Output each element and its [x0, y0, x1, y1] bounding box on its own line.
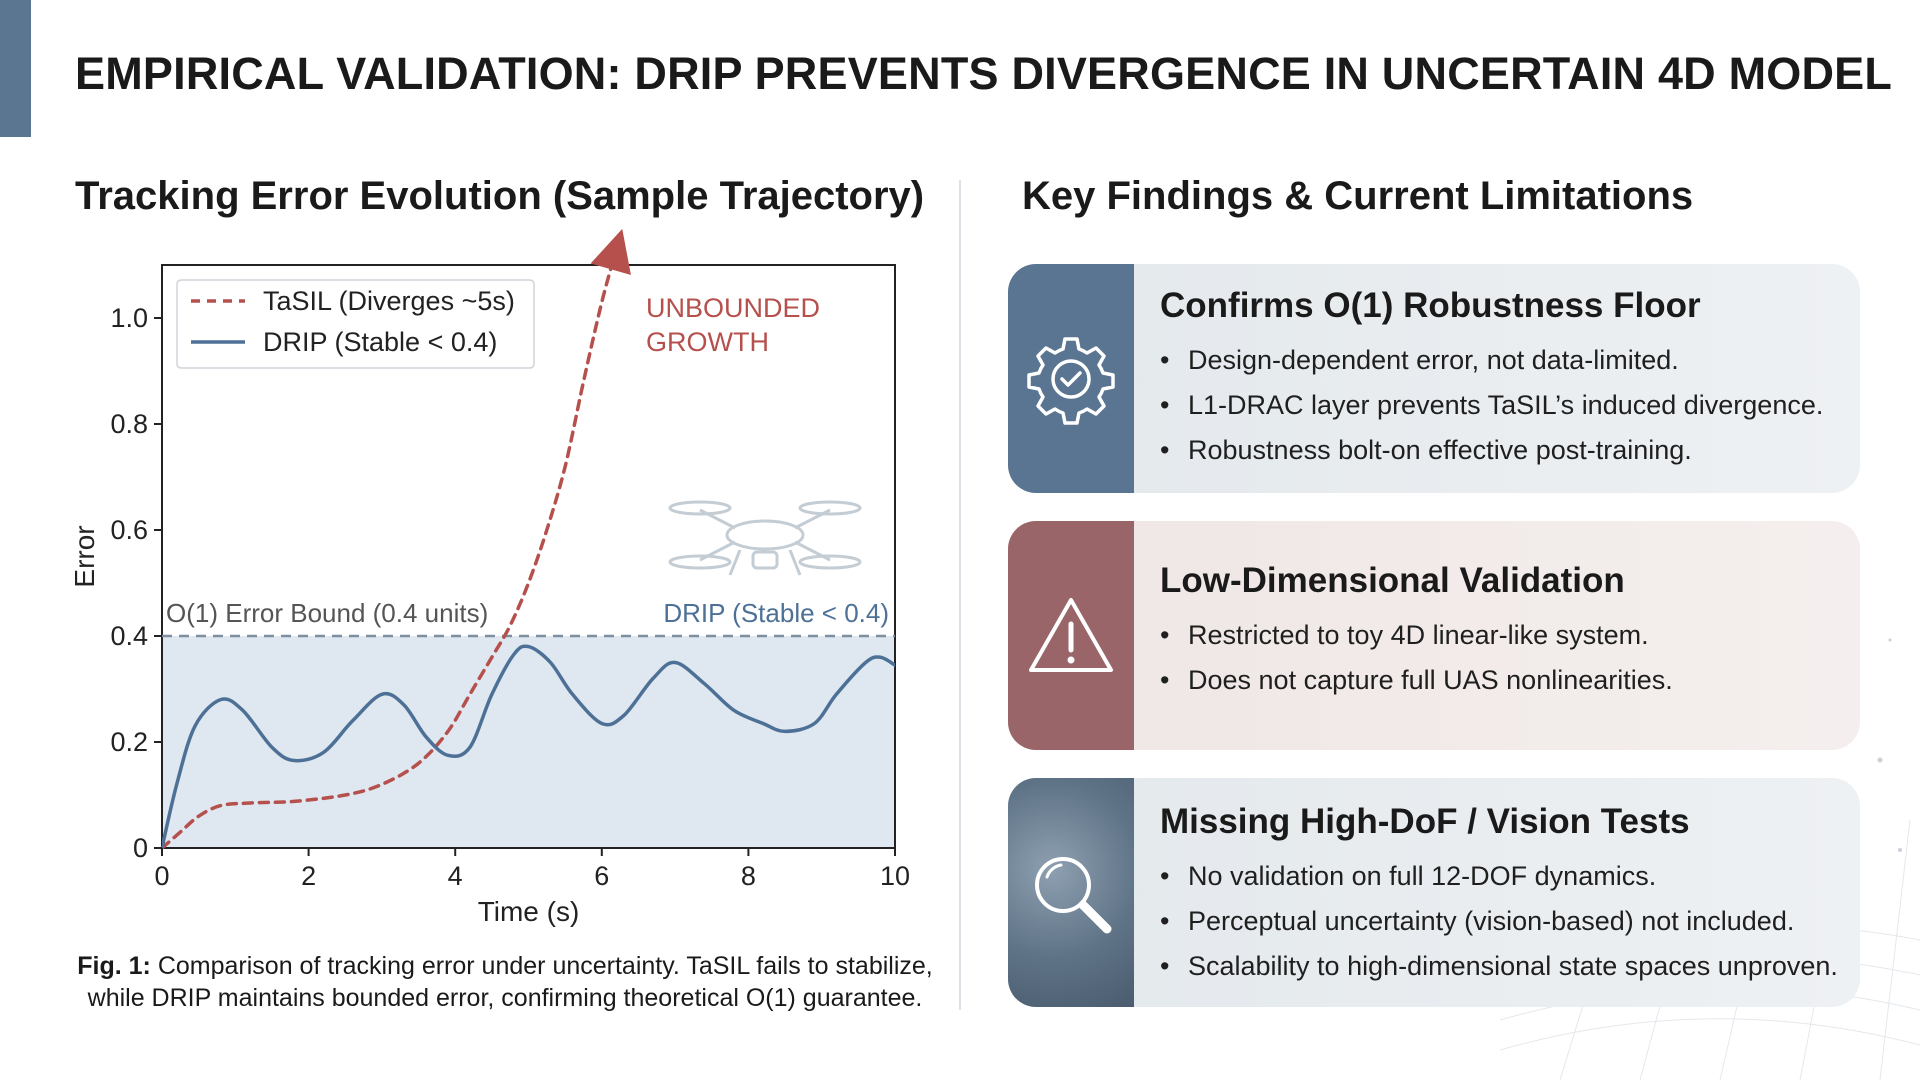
column-divider: [959, 180, 961, 1010]
bullet-text: L1-DRAC layer prevents TaSIL’s induced d…: [1188, 390, 1824, 420]
gear-check-icon: [1027, 336, 1115, 425]
finding-card-robustness: Confirms O(1) Robustness Floor • Design-d…: [1008, 264, 1860, 493]
bullet-dot: •: [1160, 906, 1170, 936]
finding-card-missing-tests: Missing High-DoF / Vision Tests • No vali…: [1008, 778, 1860, 1007]
finding-card-low-dimensional: Low-Dimensional Validation • Restricted t…: [1008, 521, 1860, 750]
card-icon-panel: [1008, 264, 1134, 493]
bullet-dot: •: [1160, 620, 1170, 650]
drip-stable-label: DRIP (Stable < 0.4): [663, 598, 889, 628]
bullet-text: Scalability to high-dimensional state sp…: [1188, 951, 1838, 981]
bullet-item: • Does not capture full UAS nonlinearitie…: [1160, 658, 1840, 703]
x-tick-label: 10: [880, 861, 910, 891]
bullet-item: • No validation on full 12-DOF dynamics.: [1160, 854, 1840, 899]
x-axis-label: Time (s): [478, 896, 580, 927]
x-tick-label: 6: [594, 861, 609, 891]
bullet-dot: •: [1160, 951, 1170, 981]
accent-bar: [0, 0, 31, 137]
x-tick-label: 4: [448, 861, 463, 891]
y-tick-label: 1.0: [110, 303, 148, 333]
drone-icon: [668, 500, 862, 576]
bullet-text: Design-dependent error, not data-limited…: [1188, 345, 1679, 375]
bullet-dot: •: [1160, 665, 1170, 695]
bullet-text: No validation on full 12-DOF dynamics.: [1188, 861, 1657, 891]
caption-text: Comparison of tracking error under uncer…: [87, 952, 933, 1012]
bounded-region-fill: [162, 636, 895, 848]
drip-series-line: [162, 644, 895, 848]
card-title: Low-Dimensional Validation: [1160, 561, 1625, 600]
bullet-dot: •: [1160, 435, 1170, 465]
legend-box: [176, 279, 535, 369]
bullet-dot: •: [1160, 345, 1170, 375]
bullet-dot: •: [1160, 861, 1170, 891]
warning-icon: [1029, 597, 1113, 672]
slide-title: EMPIRICAL VALIDATION: DRIP PREVENTS DIVE…: [75, 48, 1893, 99]
bullet-item: • Scalability to high-dimensional state s…: [1160, 944, 1840, 989]
card-title: Missing High-DoF / Vision Tests: [1160, 802, 1690, 841]
tasil-series-line: [160, 228, 631, 850]
bullet-item: • Design-dependent error, not data-limite…: [1160, 338, 1840, 383]
unbounded-growth-label-line2: GROWTH: [646, 327, 769, 357]
bullet-item: • Robustness bolt-on effective post-train…: [1160, 428, 1840, 473]
legend-label: TaSIL (Diverges ~5s): [263, 286, 515, 316]
bullet-item: • Restricted to toy 4D linear-like system…: [1160, 613, 1840, 658]
figure-caption: Fig. 1: Comparison of tracking error und…: [75, 950, 935, 1014]
bullet-dot: •: [1160, 390, 1170, 420]
y-tick-label: 0.2: [110, 727, 148, 757]
bullet-item: • Perceptual uncertainty (vision-based) n…: [1160, 899, 1840, 944]
x-tick-label: 2: [301, 861, 316, 891]
card-icon-panel: [1008, 521, 1134, 750]
y-tick-label: 0.8: [110, 409, 148, 439]
chart-section-title: Tracking Error Evolution (Sample Traject…: [75, 174, 925, 218]
legend-label: DRIP (Stable < 0.4): [263, 327, 497, 357]
error-bound-label: O(1) Error Bound (0.4 units): [166, 598, 488, 628]
bullet-text: Does not capture full UAS nonlinearities…: [1188, 665, 1673, 695]
findings-section-title: Key Findings & Current Limitations: [1022, 174, 1694, 218]
unbounded-growth-label-line1: UNBOUNDED: [646, 293, 820, 323]
plot-frame: [161, 264, 896, 849]
y-tick-label: 0: [133, 833, 148, 863]
card-title: Confirms O(1) Robustness Floor: [1160, 286, 1701, 325]
x-tick-label: 0: [154, 861, 169, 891]
bullet-text: Robustness bolt-on effective post-traini…: [1188, 435, 1692, 465]
caption-label: Fig. 1:: [77, 952, 151, 980]
bullet-text: Perceptual uncertainty (vision-based) no…: [1188, 906, 1795, 936]
y-tick-label: 0.4: [110, 621, 148, 651]
card-icon-panel: [1008, 778, 1134, 1007]
magnifier-icon: [1035, 856, 1112, 933]
y-axis-label: Error: [69, 525, 100, 587]
y-tick-label: 0.6: [110, 515, 148, 545]
bullet-item: • L1-DRAC layer prevents TaSIL’s induced …: [1160, 383, 1840, 428]
bullet-text: Restricted to toy 4D linear-like system.: [1188, 620, 1649, 650]
x-tick-label: 8: [741, 861, 756, 891]
